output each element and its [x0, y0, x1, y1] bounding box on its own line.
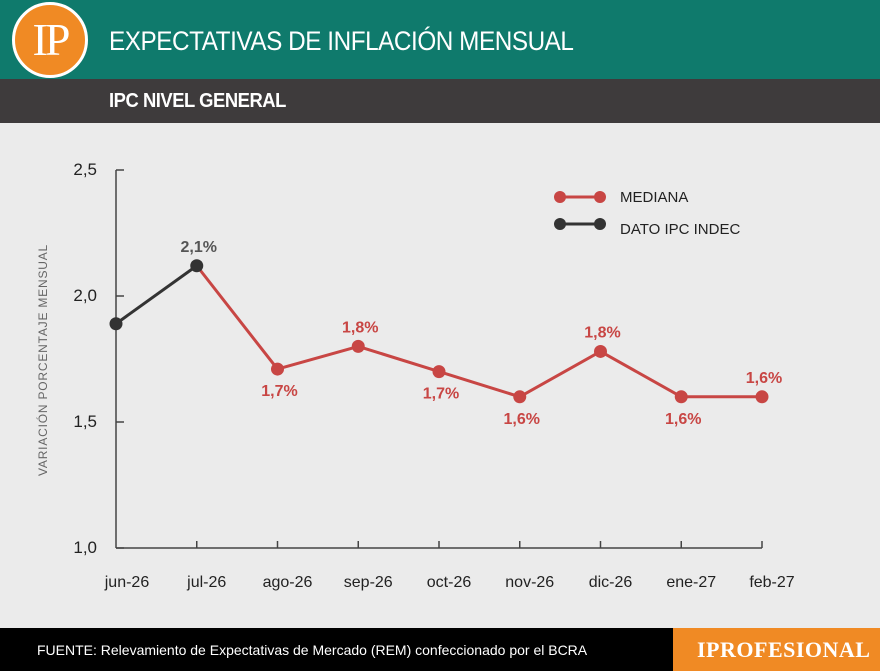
page-title: EXPECTATIVAS DE INFLACIÓN MENSUAL [109, 26, 574, 56]
inflation-line-chart: 1,0 1,5 2,0 2,5 jun-26 jul-26 ago-26 sep-26 oct… [35, 160, 795, 591]
header-bar: IP EXPECTATIVAS DE INFLACIÓN MENSUAL [0, 0, 880, 79]
data-label: 1,8% [342, 319, 378, 336]
data-labels: 2,1% 1,7% 1,8% 1,7% 1,6% 1,8% 1,6% 1,6% [181, 239, 783, 428]
data-point [271, 362, 284, 376]
data-point [755, 390, 769, 404]
data-point [351, 339, 365, 353]
y-tick-label: 1,5 [73, 412, 97, 431]
legend-item-dato: DATO IPC INDEC [554, 218, 740, 238]
x-tick-label: jun-26 [104, 574, 150, 591]
series-line-dato-ipc-indec [115, 264, 198, 325]
data-label: 1,7% [261, 383, 297, 400]
data-label: 1,6% [665, 411, 701, 428]
data-point [109, 317, 123, 331]
x-tick-label: ene-27 [666, 574, 716, 591]
x-tick-label: nov-26 [505, 574, 554, 591]
y-axis-label: VARIACIÓN PORCENTAJE MENSUAL [35, 244, 50, 476]
data-label: 1,6% [504, 411, 540, 428]
data-label: 1,7% [423, 386, 459, 403]
y-ticks: 1,0 1,5 2,0 2,5 [73, 160, 124, 557]
footer-bar: FUENTE: Relevamiento de Expectativas de … [0, 628, 880, 671]
legend-label-mediana: MEDIANA [620, 189, 688, 206]
chart-subtitle: IPC NIVEL GENERAL [109, 90, 286, 112]
x-tick-label: sep-26 [344, 574, 393, 591]
data-point [594, 344, 607, 358]
data-point [513, 390, 527, 404]
x-tick-label: feb-27 [749, 574, 794, 591]
x-tick-label: ago-26 [263, 574, 313, 591]
legend-label-dato-ipc-indec: DATO IPC INDEC [620, 221, 740, 238]
series-points [109, 259, 769, 404]
data-label: 1,6% [746, 370, 782, 387]
brand-box: IPROFESIONAL [673, 628, 880, 671]
iprofesional-logo: IP [12, 2, 88, 78]
x-tick-label: jul-26 [186, 574, 226, 591]
chart-legend: MEDIANA DATO IPC INDEC [554, 189, 740, 238]
data-label: 2,1% [181, 239, 217, 256]
data-point [190, 259, 204, 273]
x-tick-label: oct-26 [427, 574, 472, 591]
y-tick-label: 1,0 [73, 538, 97, 557]
source-note: FUENTE: Relevamiento de Expectativas de … [37, 642, 588, 658]
data-label: 1,8% [584, 324, 620, 341]
series-lines [115, 264, 762, 399]
brand-logo-text: IPROFESIONAL [697, 637, 871, 662]
y-tick-label: 2,0 [73, 286, 97, 305]
x-ticks: jun-26 jul-26 ago-26 sep-26 oct-26 nov-26 dic-… [104, 541, 795, 591]
series-line-mediana [195, 264, 762, 399]
data-point [674, 390, 688, 404]
y-tick-label: 2,5 [73, 160, 97, 179]
subheader-bar: IPC NIVEL GENERAL [0, 79, 880, 123]
data-point [432, 365, 446, 379]
x-tick-label: dic-26 [589, 574, 633, 591]
legend-item-mediana: MEDIANA [554, 189, 688, 206]
